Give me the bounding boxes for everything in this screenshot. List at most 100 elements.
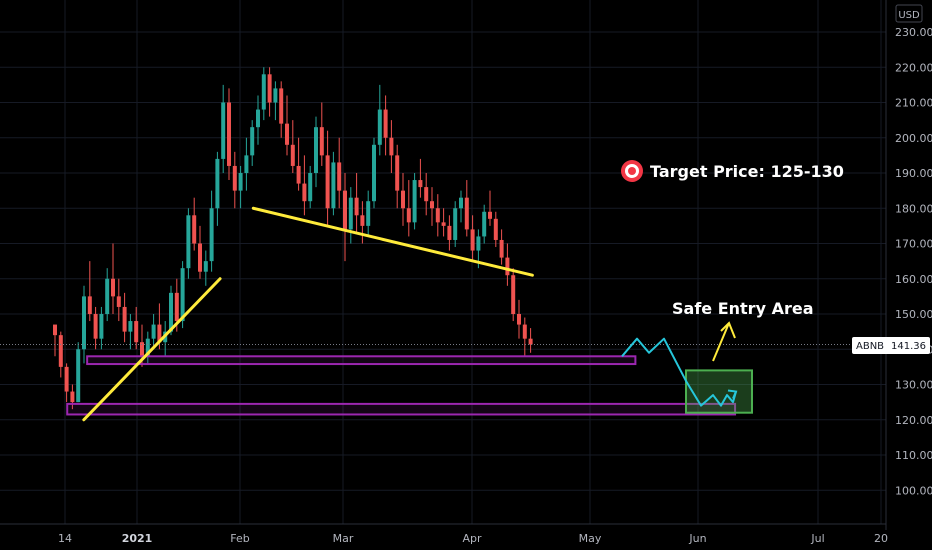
price-tick-label: 160.00 [895, 273, 932, 286]
candle [348, 187, 353, 244]
candle [82, 285, 86, 364]
price-tick-label: 130.00 [895, 379, 932, 392]
candle-body [186, 215, 191, 269]
candle [215, 151, 220, 226]
candle [250, 120, 255, 166]
candle [372, 137, 376, 209]
candle-body [308, 173, 313, 202]
candle-body [134, 321, 139, 343]
grid [0, 0, 886, 524]
candle-body [180, 268, 185, 322]
time-tick-label: Mar [333, 532, 354, 545]
candle-body [111, 278, 115, 297]
candle-body [192, 215, 197, 244]
candle-body [319, 127, 324, 156]
target-price-label: Target Price: 125-130 [650, 162, 844, 181]
candle-body [105, 278, 110, 314]
candle-body [360, 215, 365, 226]
candle [186, 208, 191, 279]
drawing-overlays [0, 206, 886, 422]
candle [273, 81, 278, 121]
entry-area-box [685, 369, 753, 414]
candle-body [453, 208, 458, 240]
candle-body [250, 127, 255, 156]
projection-path [621, 337, 737, 407]
candle-body [412, 180, 417, 223]
candle-body [267, 74, 272, 103]
time-axis[interactable]: 14 2021 Feb Mar Apr May Jun Jul 20 [58, 532, 888, 545]
candle-body [435, 208, 440, 223]
candle [447, 215, 452, 251]
candle [244, 137, 249, 191]
candle-body [395, 155, 400, 191]
candle [145, 331, 150, 364]
candle-body [215, 158, 220, 209]
currency-badge[interactable]: USD [895, 4, 923, 23]
candle [76, 342, 81, 403]
candle-body [227, 102, 231, 166]
candle-body [366, 201, 371, 226]
candle [511, 268, 516, 322]
candle-body [64, 366, 69, 392]
price-tick-label: 200.00 [895, 132, 932, 145]
time-tick-label: May [579, 532, 602, 545]
candle-body [377, 109, 382, 145]
candle-body [447, 225, 452, 240]
candle-body [441, 222, 446, 226]
candle-body [464, 197, 469, 230]
candle [227, 88, 231, 181]
candle-body [424, 187, 429, 202]
candle [279, 81, 284, 138]
candle [256, 95, 260, 145]
candle [499, 229, 504, 265]
entry-pointer-arrow [712, 322, 730, 362]
candle [128, 314, 133, 350]
price-axis[interactable]: 100.00110.00120.00130.00140.00150.00160.… [895, 26, 932, 497]
candle-body [401, 190, 405, 209]
candle [435, 194, 440, 237]
candle [290, 120, 295, 173]
candle-body [493, 218, 498, 240]
candle [406, 180, 411, 237]
candle-body [522, 324, 527, 339]
candle-body [93, 314, 98, 339]
candle-body [517, 314, 521, 325]
candle [58, 331, 63, 378]
candle-body [389, 137, 394, 156]
candle-body [406, 208, 411, 223]
candle [412, 173, 417, 230]
candle [360, 201, 365, 244]
price-tick-label: 170.00 [895, 238, 932, 251]
candle-body [261, 74, 266, 110]
candle [221, 84, 226, 173]
candle-body [273, 88, 278, 103]
candle-body [372, 144, 376, 202]
entry-pointer-arrowhead [720, 321, 736, 339]
candle [111, 243, 115, 314]
price-tag-symbol: ABNB [856, 341, 884, 352]
price-tag-separator: · [893, 341, 896, 352]
candle [325, 130, 330, 226]
time-tick-label: Apr [462, 532, 482, 545]
candle-body [511, 275, 516, 314]
candle-body [285, 123, 289, 145]
candle-body [122, 306, 127, 332]
price-tick-label: 150.00 [895, 308, 932, 321]
time-tick-label: 20 [874, 532, 888, 545]
candle [441, 208, 446, 237]
safe-entry-label[interactable]: Safe Entry Area [672, 299, 813, 318]
candle-body [145, 338, 150, 357]
candle [505, 243, 510, 286]
support-zone [66, 402, 737, 416]
price-tick-label: 120.00 [895, 414, 932, 427]
candle-body [151, 324, 156, 339]
candle-body [302, 183, 307, 202]
candle-body [505, 257, 510, 276]
candle [383, 95, 388, 156]
candle-body [128, 321, 133, 332]
target-price-annotation[interactable]: Target Price: 125-130 [621, 160, 844, 182]
candle-body [221, 102, 226, 159]
candle [261, 67, 266, 121]
candle [430, 187, 434, 226]
